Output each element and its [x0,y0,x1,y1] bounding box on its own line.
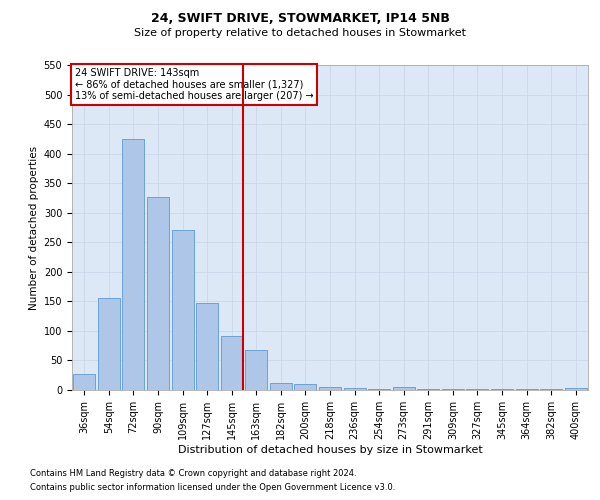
Bar [196,303,218,390]
Bar [245,350,268,390]
Bar [392,387,415,390]
Bar [147,197,169,390]
Bar [368,389,390,390]
Bar [221,336,243,390]
Text: 24 SWIFT DRIVE: 143sqm
← 86% of detached houses are smaller (1,327)
13% of semi-: 24 SWIFT DRIVE: 143sqm ← 86% of detached… [74,68,313,102]
Bar [122,139,145,390]
Bar [319,387,341,390]
Bar [565,388,587,390]
Bar [98,298,120,390]
Text: Contains public sector information licensed under the Open Government Licence v3: Contains public sector information licen… [30,484,395,492]
Y-axis label: Number of detached properties: Number of detached properties [29,146,40,310]
Text: Contains HM Land Registry data © Crown copyright and database right 2024.: Contains HM Land Registry data © Crown c… [30,468,356,477]
X-axis label: Distribution of detached houses by size in Stowmarket: Distribution of detached houses by size … [178,444,482,454]
Text: Size of property relative to detached houses in Stowmarket: Size of property relative to detached ho… [134,28,466,38]
Text: 24, SWIFT DRIVE, STOWMARKET, IP14 5NB: 24, SWIFT DRIVE, STOWMARKET, IP14 5NB [151,12,449,26]
Bar [344,388,365,390]
Bar [270,383,292,390]
Bar [73,374,95,390]
Bar [172,230,194,390]
Bar [295,384,316,390]
